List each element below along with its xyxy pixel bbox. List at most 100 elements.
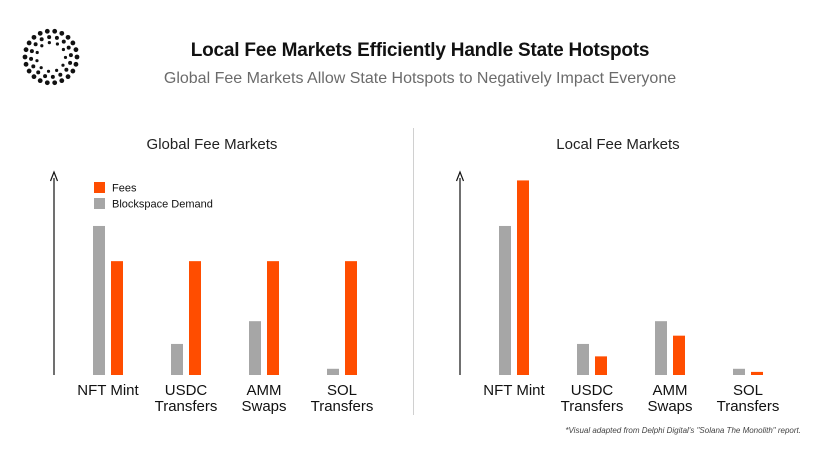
chart-title: Local Fee Markets: [556, 136, 680, 153]
y-axis-arrow-icon: [455, 170, 465, 182]
logo-dot: [73, 61, 79, 67]
logo-dot: [61, 47, 66, 52]
bar-blockspace-demand: [499, 225, 511, 375]
bar-blockspace-demand: [733, 368, 745, 375]
bar-fees: [751, 371, 763, 375]
x-tick-label: SOL Transfers: [717, 382, 780, 415]
global-fee-markets-chart: Global Fee Markets NFT Mint USDC Transfers…: [12, 130, 412, 430]
x-tick-label-line: AMM: [247, 382, 282, 399]
x-tick-label: SOL Transfers: [311, 382, 374, 415]
x-tick-label-line: SOL: [733, 382, 763, 399]
logo-dot: [35, 59, 39, 63]
x-tick-label-line: NFT Mint: [77, 382, 139, 399]
bar-blockspace-demand: [249, 321, 261, 375]
bar-blockspace-demand: [655, 321, 667, 375]
x-tick-label-line: Transfers: [155, 398, 218, 415]
logo-dot: [52, 80, 58, 86]
x-tick-label: NFT Mint: [77, 382, 139, 399]
logo-dot: [31, 64, 36, 69]
bar-fees: [673, 335, 685, 375]
logo-dot: [29, 56, 34, 61]
logo-dot: [58, 72, 63, 77]
logo-dot: [39, 66, 43, 70]
logo-dot: [40, 44, 44, 48]
logo-dot: [59, 78, 65, 84]
x-tick-label-line: Transfers: [311, 398, 374, 415]
bar-blockspace-demand: [327, 368, 339, 375]
x-tick-label-line: NFT Mint: [483, 382, 545, 399]
page-title: Local Fee Markets Efficiently Handle Sta…: [190, 40, 650, 61]
logo-dot: [68, 53, 73, 58]
x-tick-label: AMM Swaps: [241, 382, 286, 415]
logo-dot: [36, 70, 41, 75]
legend-swatch: [94, 182, 105, 193]
logo-dot: [26, 68, 32, 74]
x-tick-label: NFT Mint: [483, 382, 545, 399]
logo-dot: [68, 60, 73, 65]
bar-fees: [345, 261, 357, 375]
x-tick-label-line: Swaps: [647, 398, 692, 415]
logo-dot: [43, 74, 48, 79]
logo-dot: [29, 49, 34, 54]
logo-icon: [22, 28, 80, 86]
x-tick-label: USDC Transfers: [561, 382, 624, 415]
logo-dot: [50, 74, 55, 79]
logo-dot: [44, 80, 50, 86]
bar-fees: [111, 261, 123, 375]
x-tick-label: AMM Swaps: [647, 382, 692, 415]
x-tick-label-line: USDC: [165, 382, 208, 399]
x-tick-label-line: AMM: [653, 382, 688, 399]
logo-dot: [65, 74, 71, 80]
logo-dot: [66, 45, 71, 50]
x-tick-label-line: Swaps: [241, 398, 286, 415]
legend-swatch: [94, 198, 105, 209]
logo-dot: [59, 30, 65, 36]
logo-dot: [73, 47, 79, 53]
logo-dot: [37, 78, 43, 84]
bar-blockspace-demand: [93, 225, 105, 375]
logo-dot: [35, 50, 39, 55]
bar-blockspace-demand: [577, 343, 589, 375]
logo-dot: [47, 35, 52, 40]
legend-label: Fees: [112, 183, 137, 195]
panel-divider: [413, 128, 414, 415]
logo-dot: [52, 28, 58, 34]
local-fee-markets-chart: Local Fee Markets NFT Mint USDC Transfers A…: [418, 130, 818, 430]
logo-dot: [31, 34, 37, 40]
bar-fees: [267, 261, 279, 375]
x-tick-label: USDC Transfers: [155, 382, 218, 415]
logo-dot: [39, 37, 44, 42]
logo-dot: [33, 42, 38, 47]
x-tick-label-line: SOL: [327, 382, 357, 399]
bar-fees: [517, 180, 529, 375]
logo-dot: [70, 68, 76, 74]
x-tick-label-line: Transfers: [717, 398, 780, 415]
logo-dot: [31, 74, 37, 80]
logo-dot: [70, 40, 76, 46]
logo-dot: [37, 30, 43, 36]
y-axis-arrow-icon: [49, 170, 59, 182]
logo-dot: [61, 63, 65, 67]
logo-dot: [23, 47, 29, 53]
logo-dot: [54, 35, 59, 40]
bar-fees: [595, 356, 607, 375]
logo-dot: [61, 39, 66, 44]
logo-dot: [63, 55, 68, 60]
logo-dot: [23, 61, 29, 67]
logo-dot: [47, 40, 51, 45]
chart-title: Global Fee Markets: [146, 136, 278, 153]
legend-label: Blockspace Demand: [112, 199, 213, 211]
page-subtitle: Global Fee Markets Allow State Hotspots …: [163, 70, 677, 87]
logo-dot: [46, 69, 51, 73]
footnote: *Visual adapted from Delphi Digital's "S…: [565, 426, 801, 435]
bar-blockspace-demand: [171, 343, 183, 375]
bar-fees: [189, 261, 201, 375]
logo-dot: [55, 68, 59, 72]
logo-dot: [74, 54, 80, 60]
logo-dot: [26, 40, 32, 46]
logo-dot: [22, 54, 28, 60]
x-tick-label-line: Transfers: [561, 398, 624, 415]
logo-dot: [44, 28, 50, 34]
